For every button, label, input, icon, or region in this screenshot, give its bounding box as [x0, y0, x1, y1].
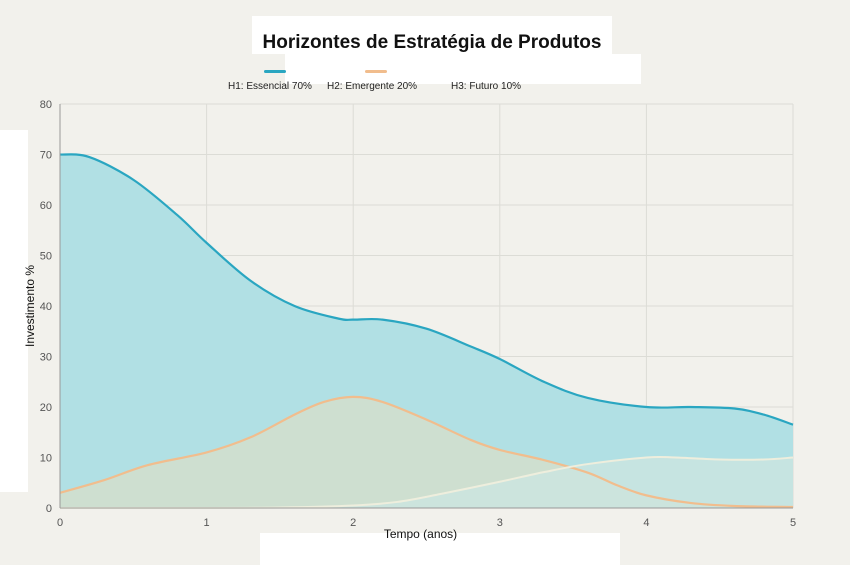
legend-swatch-h1 [264, 70, 286, 73]
area-fill-h3 [60, 456, 793, 509]
legend-label-h1: H1: Essencial 70% [228, 81, 312, 92]
area-fill-h1 [60, 154, 793, 509]
x-tick-label: 4 [643, 517, 649, 529]
legend-label-h3: H3: Futuro 10% [451, 81, 522, 92]
y-tick-label: 50 [40, 251, 52, 263]
series-line-h2 [59, 395, 794, 509]
y-axis-label: Investimento % [23, 265, 37, 347]
legend-swatch-h2 [365, 70, 387, 73]
y-tick-label: 40 [40, 301, 52, 313]
legend-backdrop [285, 54, 641, 84]
title-backdrop [252, 16, 612, 54]
x-tick-label: 1 [204, 517, 210, 529]
y-tick-label: 30 [40, 352, 52, 364]
x-tick-label: 0 [57, 517, 63, 529]
legend-label-h2: H2: Emergente 20% [327, 81, 418, 92]
series-line-h1 [59, 153, 794, 426]
y-tick-label: 60 [40, 200, 52, 212]
x-axis-label: Tempo (anos) [384, 527, 457, 541]
y-tick-label: 20 [40, 402, 52, 414]
y-tick-label: 0 [46, 503, 52, 515]
y-tick-label: 70 [40, 150, 52, 162]
bottom-backdrop [260, 533, 620, 565]
y-tick-label: 10 [40, 453, 52, 465]
y-tick-label: 80 [40, 99, 52, 111]
left-edge-block [0, 130, 28, 492]
x-tick-label: 3 [497, 517, 503, 529]
chart-title: Horizontes de Estratégia de Produtos [262, 32, 602, 53]
x-tick-label: 5 [790, 517, 796, 529]
x-tick-label: 2 [350, 517, 356, 529]
area-fill-h2 [60, 396, 793, 508]
